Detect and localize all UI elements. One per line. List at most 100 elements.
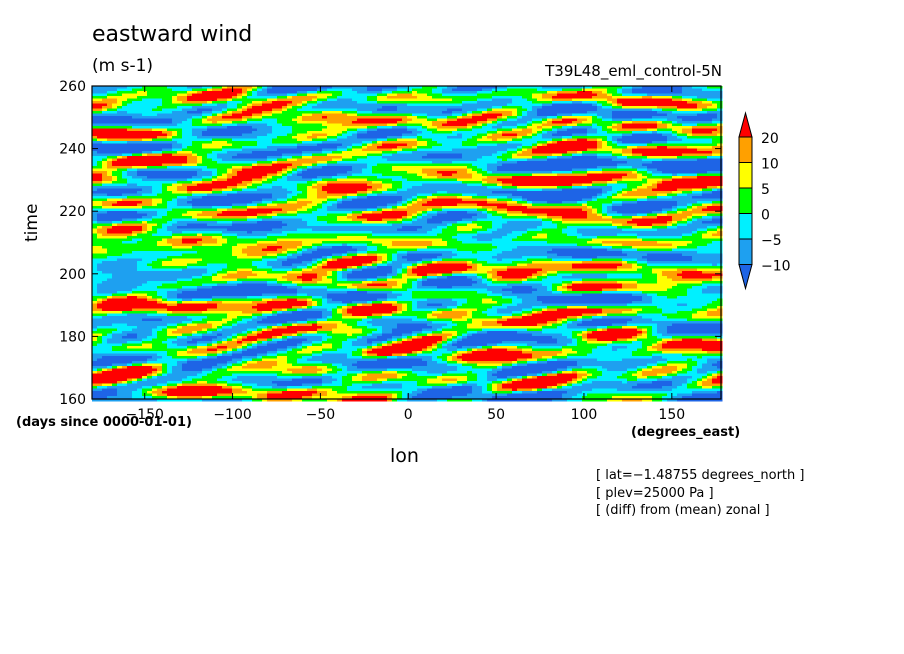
field-cell [607,113,613,117]
field-cell [287,131,293,134]
field-cell [657,158,663,162]
field-cell [622,111,628,114]
field-cell [692,166,698,169]
field-cell [352,163,358,167]
field-cell [252,98,258,102]
field-cell [247,163,253,167]
field-cell [192,86,198,89]
field-cell [447,138,453,142]
field-cell [397,106,403,109]
field-cell [537,131,543,134]
field-cell [422,156,428,159]
field-cell [497,121,503,124]
field-cell [622,128,628,132]
field-cell [707,108,713,112]
field-cell [697,118,703,122]
field-cell [627,116,633,119]
field-cell [412,121,418,124]
field-cell [177,103,183,107]
field-cell [697,136,703,139]
field-cell [307,126,313,129]
field-cell [142,158,148,162]
field-cell [92,168,98,172]
field-cell [162,163,168,167]
field-cell [322,123,328,127]
field-cell [332,161,338,164]
field-cell [577,133,583,137]
field-cell [687,123,693,127]
field-cell [637,86,643,89]
field-cell [127,106,133,109]
field-cell [127,86,133,89]
field-cell [572,93,578,97]
field-cell [92,108,98,112]
field-cell [202,146,208,149]
field-cell [237,96,243,99]
field-cell [272,128,278,132]
field-cell [682,161,688,164]
field-cell [467,113,473,117]
field-cell [612,91,618,94]
field-cell [337,121,343,124]
field-cell [452,106,458,109]
field-cell [677,121,683,124]
field-cell [507,121,513,124]
field-cell [587,146,593,149]
field-cell [397,133,403,137]
field-cell [282,131,288,134]
field-cell [387,138,393,142]
field-cell [357,108,363,112]
field-cell [552,146,558,149]
field-cell [377,148,383,152]
field-cell [687,141,693,144]
field-cell [117,136,123,139]
field-cell [497,133,503,137]
field-cell [502,128,508,132]
field-cell [227,106,233,109]
field-cell [602,101,608,104]
field-cell [267,86,273,89]
field-cell [482,156,488,159]
field-cell [682,151,688,154]
field-cell [412,118,418,122]
field-cell [342,96,348,99]
field-cell [327,123,333,127]
field-cell [247,123,253,127]
field-cell [402,166,408,169]
field-cell [307,123,313,127]
field-cell [572,133,578,137]
field-cell [397,86,403,89]
field-cell [502,118,508,122]
field-cell [482,161,488,164]
field-cell [622,138,628,142]
field-cell [102,111,108,114]
field-cell [632,98,638,102]
field-cell [522,118,528,122]
field-cell [432,163,438,167]
field-cell [707,161,713,164]
field-cell [452,118,458,122]
field-cell [417,91,423,94]
field-cell [642,151,648,154]
field-cell [502,103,508,107]
field-cell [652,138,658,142]
field-cell [267,143,273,147]
field-cell [242,151,248,154]
field-cell [382,166,388,169]
field-cell [402,131,408,134]
field-cell [662,131,668,134]
field-cell [242,101,248,104]
field-cell [337,158,343,162]
field-cell [287,121,293,124]
field-cell [92,158,98,162]
field-cell [357,158,363,162]
field-cell [472,98,478,102]
field-cell [227,138,233,142]
field-cell [552,163,558,167]
field-cell [337,93,343,97]
field-cell [107,123,113,127]
field-cell [172,111,178,114]
field-cell [667,141,673,144]
field-cell [137,93,143,97]
